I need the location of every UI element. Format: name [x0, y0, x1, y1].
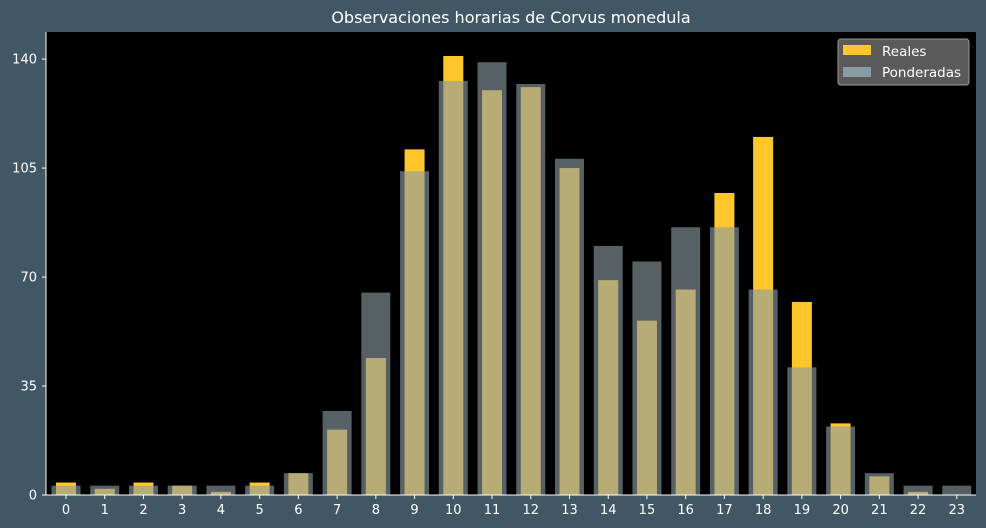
x-tick-label: 18 — [755, 503, 772, 518]
legend-label-reales: Reales — [882, 44, 926, 60]
x-tick-label: 7 — [333, 503, 341, 518]
bar-ponderadas-12 — [516, 83, 546, 495]
x-tick-label: 1 — [101, 503, 109, 518]
bar-ponderadas-9 — [400, 171, 430, 495]
x-tick-label: 22 — [910, 503, 927, 518]
x-tick-label: 0 — [62, 503, 70, 518]
bar-ponderadas-7 — [322, 410, 352, 495]
y-tick-label: 0 — [29, 489, 37, 504]
bar-ponderadas-2 — [128, 485, 158, 495]
x-tick-label: 15 — [639, 503, 656, 518]
legend-swatch-reales — [843, 45, 871, 55]
y-tick-label: 70 — [20, 271, 37, 286]
bar-ponderadas-14 — [593, 245, 623, 495]
x-tick-label: 8 — [372, 503, 380, 518]
x-tick-label: 23 — [949, 503, 966, 518]
x-tick-label: 2 — [139, 503, 147, 518]
bar-ponderadas-21 — [864, 473, 894, 495]
bar-ponderadas-13 — [554, 158, 584, 495]
bar-ponderadas-23 — [942, 485, 972, 495]
bar-ponderadas-15 — [632, 261, 662, 495]
bar-ponderadas-0 — [51, 485, 81, 495]
x-tick-label: 16 — [677, 503, 694, 518]
bar-ponderadas-4 — [206, 485, 236, 495]
legend: Reales Ponderadas — [837, 38, 970, 86]
x-tick-label: 17 — [716, 503, 733, 518]
x-tick-label: 19 — [794, 503, 811, 518]
x-tick-label: 3 — [178, 503, 186, 518]
x-tick-label: 14 — [600, 503, 617, 518]
bar-ponderadas-18 — [748, 289, 778, 495]
bar-ponderadas-8 — [361, 292, 391, 495]
x-tick-label: 11 — [484, 503, 501, 518]
bar-ponderadas-6 — [283, 473, 313, 495]
x-tick-label: 10 — [445, 503, 462, 518]
y-tick-label: 140 — [12, 53, 37, 68]
bar-ponderadas-20 — [826, 426, 856, 495]
axes: 0 1 2 3 4 5 6 7 8 9 10 11 12 13 14 15 16 17 18 19 20 21 22 2303… — [12, 32, 976, 518]
bar-ponderadas-10 — [438, 80, 468, 495]
y-tick-label: 35 — [20, 380, 37, 395]
x-tick-label: 5 — [256, 503, 264, 518]
series-ponderadas — [51, 62, 972, 495]
bar-ponderadas-5 — [245, 485, 275, 495]
plot-area — [46, 32, 976, 495]
x-tick-label: 12 — [522, 503, 539, 518]
bar-ponderadas-1 — [90, 485, 120, 495]
bar-ponderadas-19 — [787, 367, 817, 495]
y-tick-label: 105 — [12, 162, 37, 177]
chart-title: Observaciones horarias de Corvus monedul… — [331, 8, 690, 27]
x-tick-label: 4 — [217, 503, 225, 518]
bar-ponderadas-22 — [903, 485, 933, 495]
x-tick-label: 20 — [832, 503, 849, 518]
bar-ponderadas-17 — [709, 227, 739, 495]
x-tick-label: 13 — [561, 503, 578, 518]
bar-ponderadas-3 — [167, 485, 197, 495]
x-tick-label: 21 — [871, 503, 888, 518]
legend-swatch-ponderadas — [843, 67, 871, 77]
bar-ponderadas-16 — [671, 227, 701, 495]
bar-ponderadas-11 — [477, 62, 507, 495]
x-tick-label: 6 — [294, 503, 302, 518]
x-tick-label: 9 — [410, 503, 418, 518]
legend-label-ponderadas: Ponderadas — [882, 65, 961, 81]
